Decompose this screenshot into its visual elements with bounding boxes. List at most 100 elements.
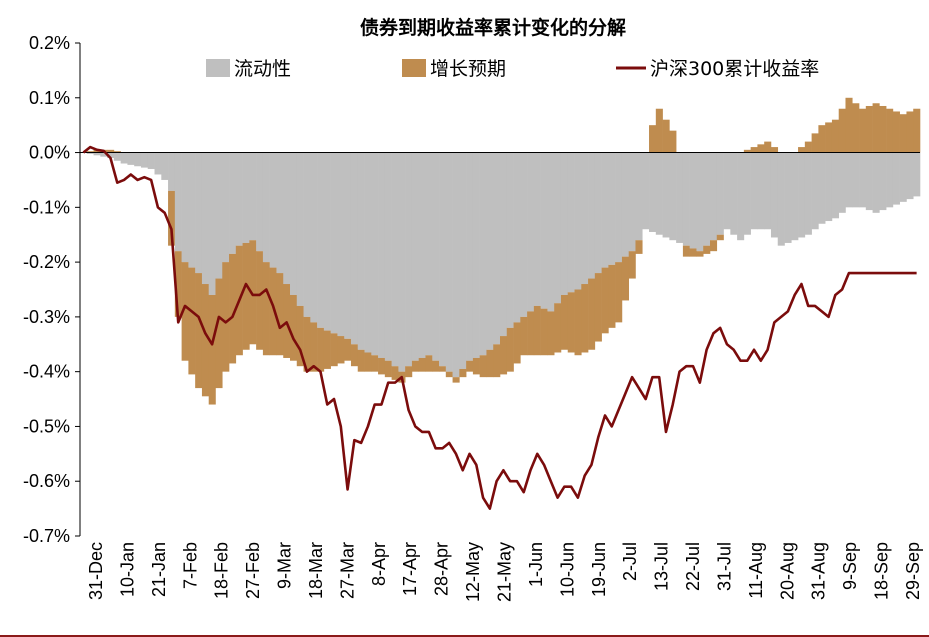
- growth-bar: [818, 125, 826, 153]
- legend-swatch-liquidity: [206, 59, 230, 77]
- liquidity-bar: [208, 152, 216, 295]
- growth-bar: [283, 284, 291, 358]
- liquidity-bar: [696, 152, 704, 252]
- growth-bar: [432, 360, 440, 372]
- growth-bar: [547, 311, 555, 356]
- x-tick-label: 9-Mar: [275, 542, 295, 589]
- growth-bar: [181, 262, 189, 361]
- growth-bar: [472, 357, 480, 375]
- liquidity-bar: [134, 152, 142, 167]
- growth-bar: [716, 234, 724, 241]
- growth-bar: [906, 111, 914, 153]
- liquidity-bar: [418, 152, 426, 358]
- growth-bar: [107, 149, 115, 153]
- growth-bar: [384, 360, 392, 378]
- liquidity-bar: [710, 152, 718, 241]
- liquidity-bar: [872, 152, 880, 213]
- x-tick-label: 29-Sep: [903, 542, 923, 600]
- liquidity-bar: [533, 152, 541, 306]
- liquidity-bar: [242, 152, 250, 243]
- growth-bar: [757, 144, 765, 153]
- liquidity-bar: [615, 152, 623, 263]
- liquidity-bar: [357, 152, 365, 350]
- growth-bar: [825, 122, 833, 153]
- liquidity-bar: [276, 152, 284, 274]
- liquidity-bar: [730, 152, 738, 235]
- liquidity-bar: [290, 152, 298, 295]
- liquidity-bar: [635, 152, 643, 241]
- liquidity-bar: [479, 152, 487, 356]
- legend-swatch-growth: [402, 59, 426, 77]
- liquidity-bar: [906, 152, 914, 200]
- liquidity-bar: [913, 152, 921, 197]
- growth-bar: [229, 253, 237, 364]
- liquidity-bar: [323, 152, 331, 331]
- growth-bar: [750, 147, 758, 153]
- growth-bar: [249, 240, 257, 345]
- liquidity-bar: [520, 152, 528, 317]
- growth-bar: [649, 125, 657, 153]
- growth-bar: [269, 267, 277, 356]
- growth-bar: [567, 292, 575, 353]
- growth-bar: [188, 267, 196, 375]
- liquidity-bar: [168, 152, 176, 191]
- liquidity-bar: [777, 152, 785, 246]
- liquidity-bar: [493, 152, 501, 345]
- liquidity-bar: [100, 152, 108, 157]
- legend-label-liquidity: 流动性: [234, 58, 291, 80]
- x-tick-label: 22-Jul: [683, 542, 703, 591]
- growth-bar: [831, 119, 840, 153]
- growth-bar: [852, 103, 860, 153]
- growth-bar: [859, 108, 867, 153]
- liquidity-bar: [547, 152, 555, 312]
- x-tick-label: 11-Aug: [746, 542, 766, 599]
- liquidity-bar: [804, 152, 812, 235]
- x-tick-label: 18-Sep: [872, 542, 892, 600]
- growth-bar: [411, 360, 420, 372]
- liquidity-bar: [107, 152, 115, 159]
- liquidity-bar: [113, 152, 121, 161]
- growth-bar: [689, 248, 697, 257]
- liquidity-bar: [486, 152, 494, 350]
- liquidity-bar: [892, 152, 900, 205]
- x-tick-label: 18-Feb: [212, 542, 232, 599]
- liquidity-bar: [560, 152, 569, 295]
- liquidity-bar: [188, 152, 196, 268]
- liquidity-bar: [154, 152, 162, 175]
- y-tick-label: -0.2%: [23, 252, 70, 272]
- growth-bar: [899, 114, 907, 153]
- liquidity-bar: [601, 152, 609, 268]
- x-tick-label: 31-Jul: [715, 542, 735, 591]
- liquidity-bar: [567, 152, 575, 293]
- y-tick-label: -0.1%: [23, 197, 70, 217]
- liquidity-bar: [621, 152, 630, 257]
- growth-bar: [378, 357, 386, 375]
- liquidity-bar: [784, 152, 792, 243]
- growth-bar: [317, 327, 325, 372]
- liquidity-bar: [682, 152, 690, 246]
- liquidity-bar: [466, 152, 474, 361]
- growth-bar: [445, 371, 453, 378]
- liquidity-bar: [371, 152, 379, 356]
- liquidity-bar: [452, 152, 460, 378]
- growth-bar: [506, 327, 514, 372]
- legend-label-growth: 增长预期: [430, 58, 506, 80]
- growth-bar: [337, 336, 345, 364]
- liquidity-bar: [235, 152, 243, 246]
- growth-bar: [804, 141, 812, 153]
- growth-bar: [486, 349, 494, 378]
- liquidity-bar: [439, 152, 447, 367]
- growth-bar: [872, 103, 880, 153]
- x-tick-label: 31-Dec: [86, 542, 106, 600]
- x-tick-label: 9-Sep: [840, 542, 860, 590]
- liquidity-bar: [350, 152, 359, 345]
- growth-bar: [222, 262, 230, 372]
- liquidity-bar: [391, 152, 399, 367]
- x-tick-label: 1-Jun: [526, 542, 546, 587]
- liquidity-bar: [716, 152, 724, 235]
- liquidity-bar: [93, 152, 101, 156]
- liquidity-bar: [398, 152, 406, 372]
- liquidity-bar: [723, 152, 731, 230]
- liquidity-bar: [500, 152, 508, 337]
